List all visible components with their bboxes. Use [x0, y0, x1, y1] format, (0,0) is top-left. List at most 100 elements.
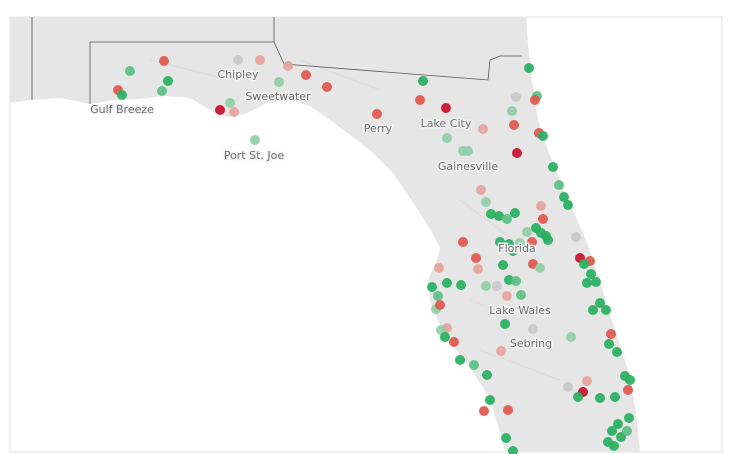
location-marker[interactable]	[612, 347, 622, 357]
location-marker[interactable]	[538, 131, 548, 141]
location-marker[interactable]	[530, 95, 540, 105]
location-marker[interactable]	[559, 192, 569, 202]
location-marker[interactable]	[623, 385, 633, 395]
location-marker[interactable]	[563, 200, 573, 210]
location-marker[interactable]	[442, 278, 452, 288]
location-marker[interactable]	[586, 269, 596, 279]
location-marker[interactable]	[509, 120, 519, 130]
location-marker[interactable]	[515, 238, 525, 248]
location-marker[interactable]	[502, 291, 512, 301]
location-marker[interactable]	[607, 426, 617, 436]
location-marker[interactable]	[250, 135, 260, 145]
location-marker[interactable]	[442, 133, 452, 143]
location-marker[interactable]	[125, 66, 135, 76]
location-marker[interactable]	[522, 227, 532, 237]
location-marker[interactable]	[606, 329, 616, 339]
location-marker[interactable]	[500, 319, 510, 329]
location-marker[interactable]	[579, 259, 589, 269]
location-marker[interactable]	[625, 375, 635, 385]
location-marker[interactable]	[501, 433, 511, 443]
location-marker[interactable]	[322, 82, 332, 92]
location-marker[interactable]	[117, 90, 127, 100]
location-marker[interactable]	[536, 201, 546, 211]
location-marker[interactable]	[582, 278, 592, 288]
location-marker[interactable]	[573, 392, 583, 402]
location-marker[interactable]	[595, 393, 605, 403]
location-marker[interactable]	[601, 305, 611, 315]
location-marker[interactable]	[233, 55, 243, 65]
location-marker[interactable]	[604, 339, 614, 349]
location-marker[interactable]	[433, 291, 443, 301]
location-marker[interactable]	[566, 332, 576, 342]
location-marker[interactable]	[527, 237, 537, 247]
location-marker[interactable]	[563, 382, 573, 392]
location-marker[interactable]	[496, 346, 506, 356]
location-marker[interactable]	[463, 146, 473, 156]
location-marker[interactable]	[225, 98, 235, 108]
location-marker[interactable]	[503, 405, 513, 415]
location-marker[interactable]	[624, 413, 634, 423]
location-marker[interactable]	[538, 214, 548, 224]
location-marker[interactable]	[622, 426, 632, 436]
location-marker[interactable]	[610, 392, 620, 402]
location-marker[interactable]	[427, 282, 437, 292]
location-marker[interactable]	[535, 263, 545, 273]
location-marker[interactable]	[510, 208, 520, 218]
location-marker[interactable]	[283, 61, 293, 71]
location-marker[interactable]	[469, 360, 479, 370]
location-marker[interactable]	[274, 77, 284, 87]
location-marker[interactable]	[301, 70, 311, 80]
location-marker[interactable]	[481, 197, 491, 207]
location-marker[interactable]	[215, 105, 225, 115]
location-marker[interactable]	[512, 148, 522, 158]
location-marker[interactable]	[511, 92, 521, 102]
location-marker[interactable]	[508, 246, 518, 256]
location-marker[interactable]	[571, 232, 581, 242]
location-marker[interactable]	[609, 441, 619, 451]
location-marker[interactable]	[528, 324, 538, 334]
location-marker[interactable]	[508, 446, 518, 454]
location-marker[interactable]	[434, 263, 444, 273]
location-marker[interactable]	[159, 56, 169, 66]
location-marker[interactable]	[492, 281, 502, 291]
location-marker[interactable]	[255, 55, 265, 65]
location-marker[interactable]	[494, 211, 504, 221]
location-marker[interactable]	[157, 86, 167, 96]
location-marker[interactable]	[440, 332, 450, 342]
location-marker[interactable]	[481, 281, 491, 291]
location-marker[interactable]	[591, 277, 601, 287]
location-marker[interactable]	[548, 162, 558, 172]
location-marker[interactable]	[507, 106, 517, 116]
location-marker[interactable]	[478, 124, 488, 134]
location-marker[interactable]	[163, 76, 173, 86]
location-marker[interactable]	[473, 264, 483, 274]
location-marker[interactable]	[498, 260, 508, 270]
location-marker[interactable]	[502, 214, 512, 224]
location-marker[interactable]	[441, 103, 451, 113]
location-marker[interactable]	[435, 300, 445, 310]
location-marker[interactable]	[495, 237, 505, 247]
location-marker[interactable]	[471, 253, 481, 263]
location-marker[interactable]	[511, 276, 521, 286]
location-marker[interactable]	[455, 355, 465, 365]
location-marker[interactable]	[613, 419, 623, 429]
location-marker[interactable]	[415, 95, 425, 105]
location-marker[interactable]	[524, 63, 534, 73]
location-marker[interactable]	[372, 109, 382, 119]
location-marker[interactable]	[456, 280, 466, 290]
location-marker[interactable]	[588, 305, 598, 315]
location-marker[interactable]	[516, 290, 526, 300]
location-marker[interactable]	[486, 209, 496, 219]
location-marker[interactable]	[479, 406, 489, 416]
location-marker[interactable]	[458, 237, 468, 247]
location-marker[interactable]	[595, 298, 605, 308]
location-marker[interactable]	[543, 235, 553, 245]
location-marker[interactable]	[229, 107, 239, 117]
location-marker[interactable]	[554, 180, 564, 190]
location-marker[interactable]	[582, 376, 592, 386]
location-marker[interactable]	[476, 185, 486, 195]
location-marker[interactable]	[418, 76, 428, 86]
location-marker[interactable]	[482, 370, 492, 380]
location-marker[interactable]	[485, 395, 495, 405]
location-marker[interactable]	[449, 337, 459, 347]
